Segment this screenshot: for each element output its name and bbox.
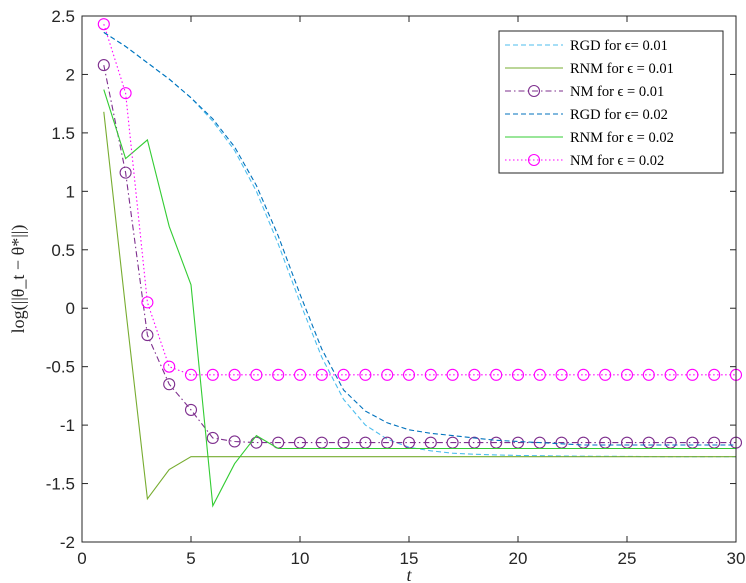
x-tick-label: 20 (509, 549, 528, 568)
x-axis-label: t (406, 565, 412, 583)
data-point (163, 360, 176, 373)
data-point (293, 368, 307, 381)
legend-box (498, 30, 724, 174)
data-point (141, 329, 154, 342)
data-point (511, 368, 525, 381)
series-layer (97, 18, 743, 508)
series-line (103, 64, 736, 444)
x-tick-label: 25 (618, 549, 637, 568)
legend-entry: NM for ϵ = 0.02 (505, 153, 664, 169)
data-point (315, 368, 328, 381)
data-point (490, 368, 503, 381)
data-point (533, 368, 546, 381)
legend-marker (527, 84, 541, 98)
legend-label: RGD for ϵ= 0.01 (570, 38, 668, 54)
series-4 (103, 31, 736, 446)
y-tick-label: 0.5 (51, 241, 75, 260)
series-6 (97, 18, 743, 381)
y-tick-label: -1 (60, 416, 75, 435)
y-tick-label: 2 (66, 65, 75, 84)
data-point (359, 368, 372, 381)
data-point (446, 368, 459, 381)
x-tick-label: 30 (727, 549, 746, 568)
data-point (141, 296, 154, 309)
data-point (402, 368, 416, 381)
y-tick-label: 1.5 (51, 124, 75, 143)
y-axis-label: log(||θ_t − θ*||) (8, 225, 29, 334)
series-line (103, 111, 736, 501)
legend-entry: RNM for ϵ = 0.01 (505, 61, 674, 77)
legend-label: NM for ϵ = 0.02 (570, 153, 664, 169)
data-point (555, 368, 568, 381)
data-point (163, 378, 176, 391)
data-point (250, 368, 263, 381)
y-tick-label: 0 (66, 299, 75, 318)
legend-label: RNM for ϵ = 0.01 (570, 61, 674, 77)
x-tick-label: 0 (77, 549, 86, 568)
y-tick-label: 1 (66, 182, 75, 201)
series-line (103, 31, 736, 446)
data-point (599, 368, 612, 381)
y-tick-label: -0.5 (46, 358, 75, 377)
data-point (119, 87, 132, 100)
legend-entry: NM for ϵ = 0.01 (505, 84, 664, 100)
legend-entry: RGD for ϵ= 0.01 (505, 38, 668, 54)
data-point (228, 435, 241, 448)
series-5 (103, 89, 736, 508)
data-point (620, 368, 634, 381)
y-tick-label: 2.5 (51, 7, 75, 26)
data-point (642, 368, 655, 381)
series-line (103, 89, 736, 508)
legend-label: RNM for ϵ = 0.02 (570, 130, 674, 146)
legend: RGD for ϵ= 0.01 RNM for ϵ = 0.01 NM for ϵ … (498, 30, 724, 174)
data-point (337, 368, 350, 381)
data-point (119, 166, 132, 179)
data-point (686, 368, 699, 381)
data-point (424, 368, 437, 381)
x-tick-label: 10 (291, 549, 310, 568)
data-point (97, 18, 110, 31)
series-line (103, 24, 736, 376)
data-point (184, 368, 198, 381)
data-point (708, 368, 721, 381)
data-point (272, 368, 285, 381)
data-point (228, 368, 241, 381)
legend-marker (527, 153, 541, 167)
series-3 (97, 59, 743, 449)
x-tick-label: 5 (186, 549, 195, 568)
data-point (664, 368, 677, 381)
legend-entry: RNM for ϵ = 0.02 (505, 130, 674, 146)
x-tick-label: 15 (400, 549, 419, 568)
data-point (206, 368, 219, 381)
series-2 (103, 111, 736, 501)
data-point (468, 368, 481, 381)
legend-label: NM for ϵ = 0.01 (570, 84, 664, 100)
ticks-layer: 0 5 10 15 20 25 30 2.5 2 1.5 1 0.5 0 -0.5 -1 -1.5 -2 (46, 7, 746, 568)
y-tick-label: -1.5 (46, 475, 75, 494)
legend-label: RGD for ϵ= 0.02 (570, 107, 668, 123)
data-point (206, 431, 219, 445)
data-point (184, 403, 198, 416)
y-tick-label: -2 (60, 533, 75, 552)
legend-entry: RGD for ϵ= 0.02 (505, 107, 668, 123)
data-point (577, 368, 590, 381)
data-point (381, 368, 394, 381)
data-point (97, 59, 110, 72)
